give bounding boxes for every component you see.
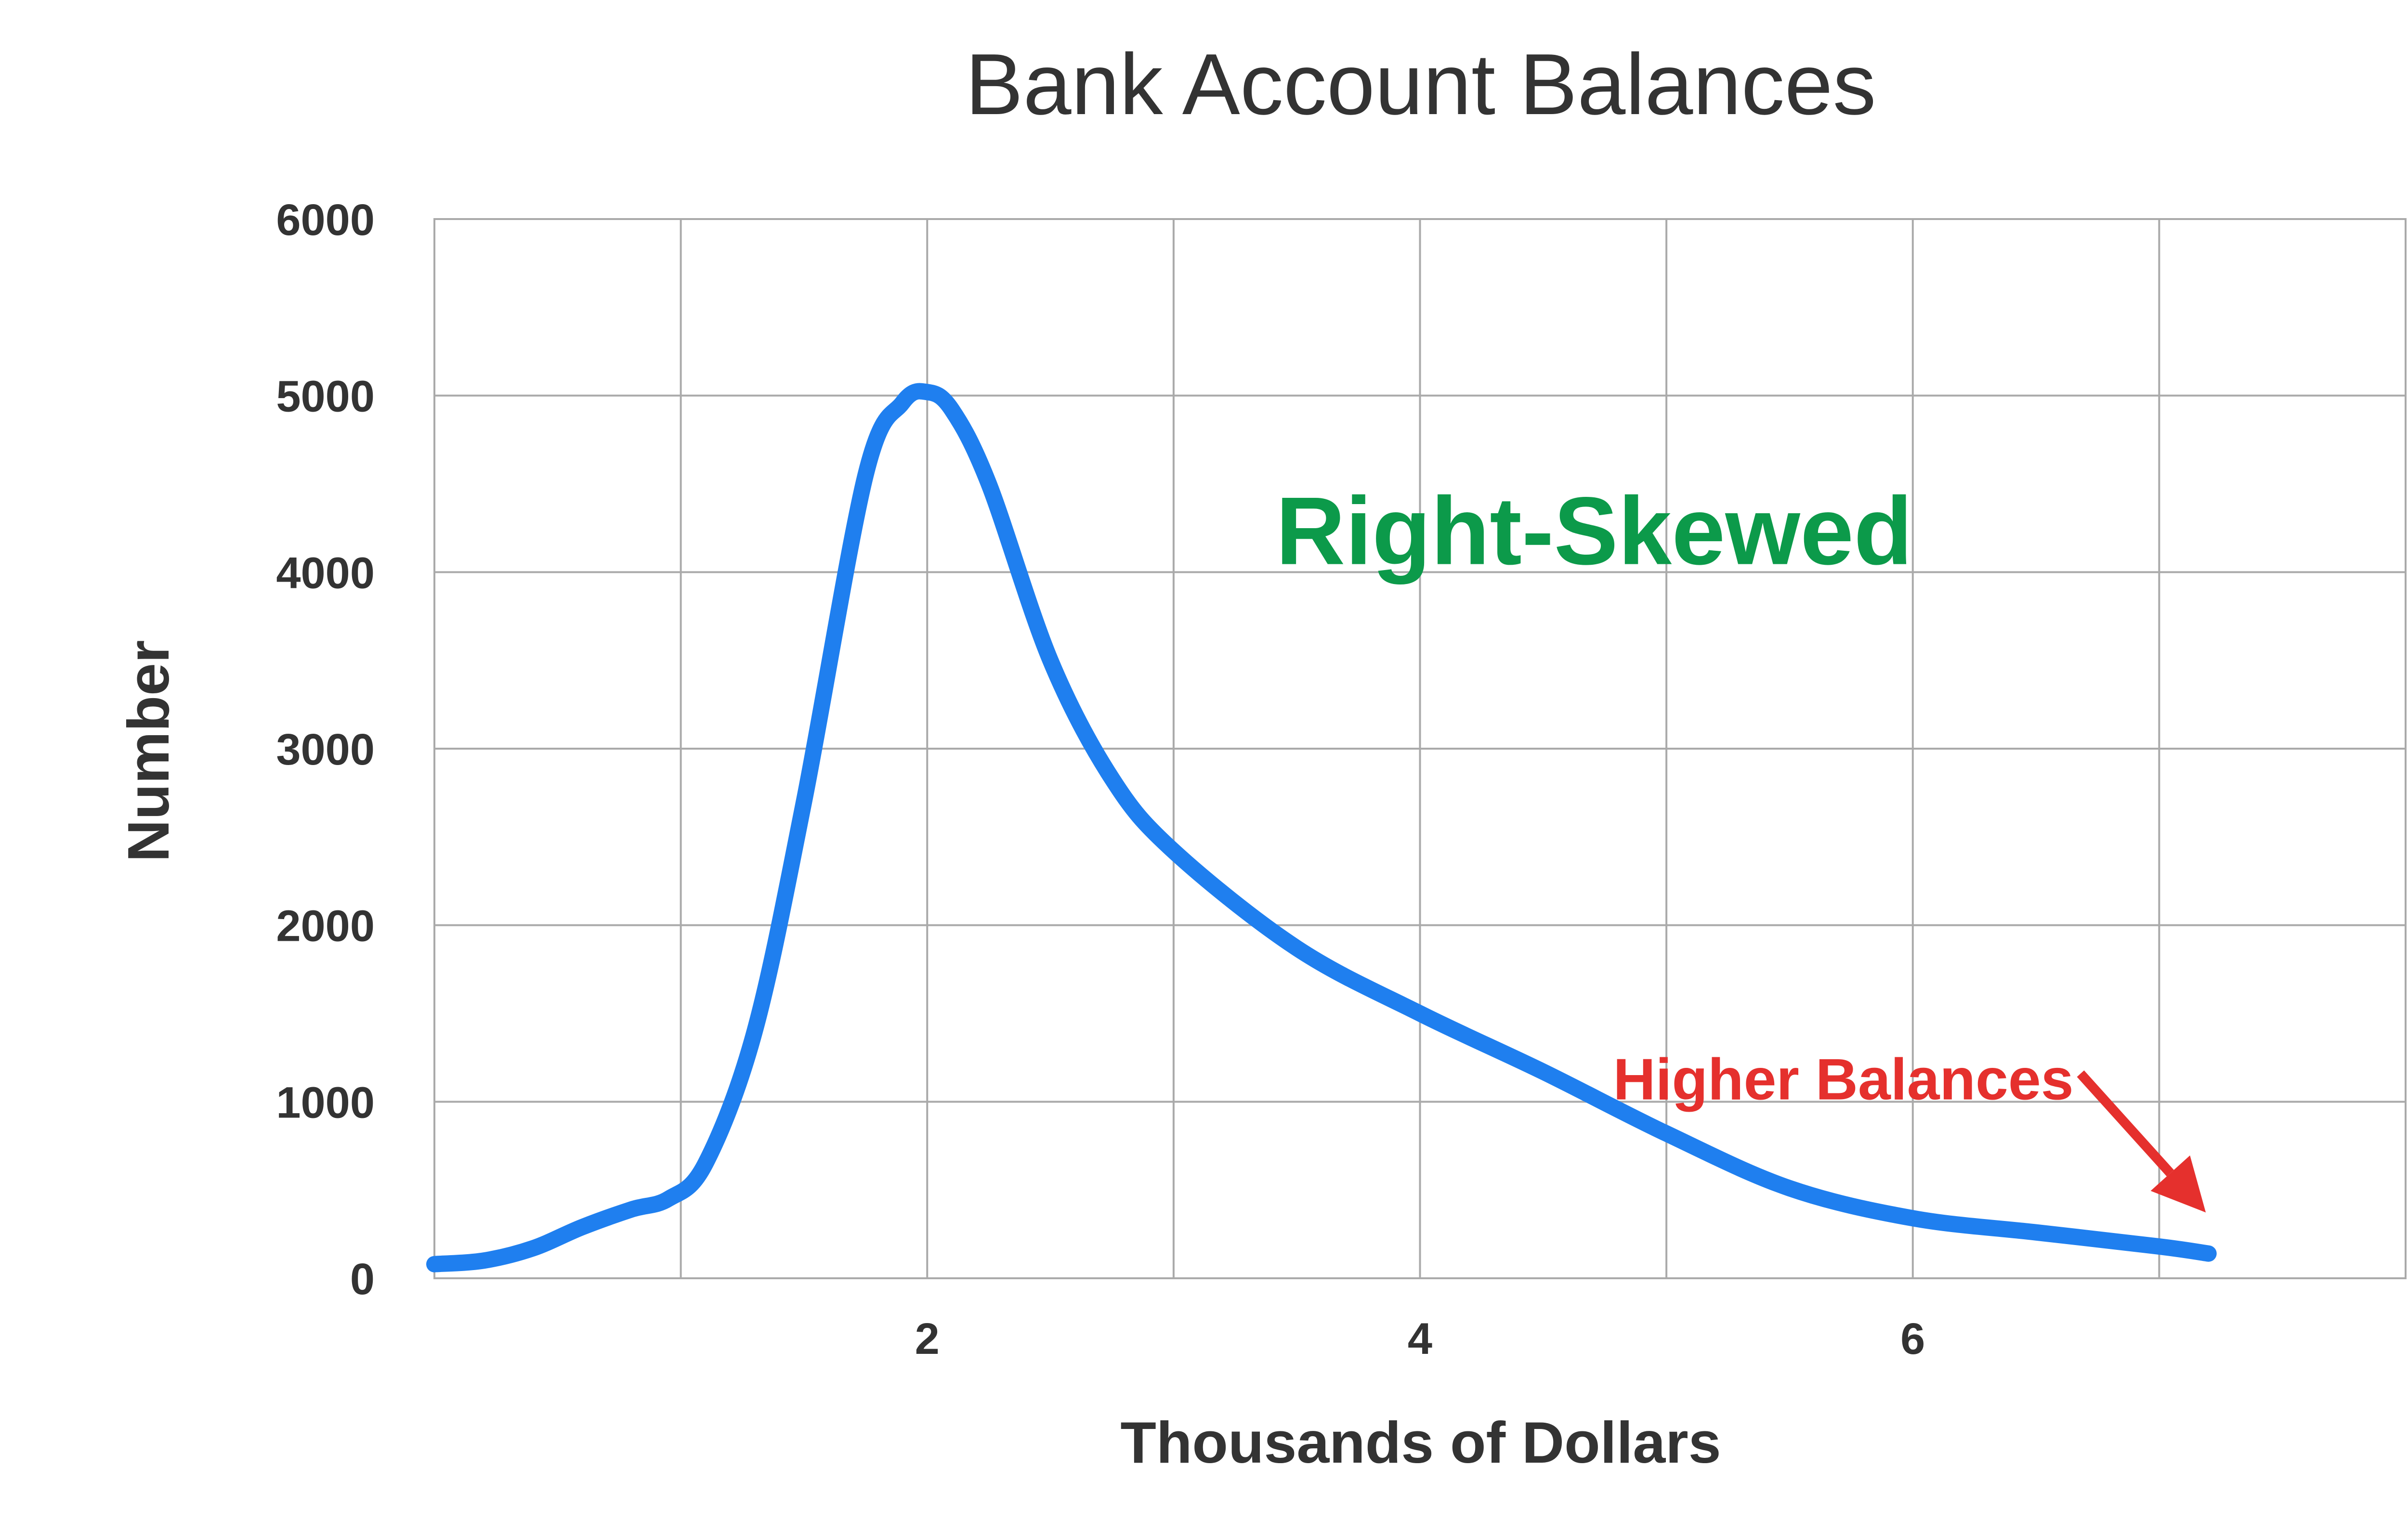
series-line: [426, 383, 2217, 1272]
x-axis-label: Thousands of Dollars: [1120, 1410, 1721, 1475]
chart-title: Bank Account Balances: [965, 36, 1876, 133]
y-tick-label: 3000: [276, 725, 375, 774]
x-tick-label: 2: [915, 1314, 940, 1363]
annotation-arrow-shaft: [2077, 1070, 2174, 1177]
y-tick-label: 2000: [276, 902, 375, 951]
annotation-arrow-head: [2150, 1155, 2206, 1213]
annotation-higher-balances: Higher Balances: [1613, 1046, 2074, 1112]
annotation-right-skewed: Right-Skewed: [1276, 478, 1912, 585]
annotation-arrow: [2077, 1070, 2206, 1213]
y-tick-label: 0: [350, 1255, 375, 1304]
grid: [434, 218, 2407, 1279]
y-tick-label: 5000: [276, 372, 375, 421]
series-group: [426, 383, 2217, 1272]
y-tick-label: 6000: [276, 195, 375, 245]
x-axis-ticks: 2 4 6: [915, 1314, 1925, 1363]
plot-frame: [433, 218, 2407, 1279]
y-axis-ticks: 0 1000 2000 3000 4000 5000 6000: [276, 195, 375, 1304]
y-tick-label: 1000: [276, 1078, 375, 1127]
y-tick-label: 4000: [276, 548, 375, 597]
x-tick-label: 4: [1408, 1314, 1432, 1363]
x-tick-label: 6: [1900, 1314, 1925, 1363]
y-axis-label: Number: [116, 640, 181, 862]
